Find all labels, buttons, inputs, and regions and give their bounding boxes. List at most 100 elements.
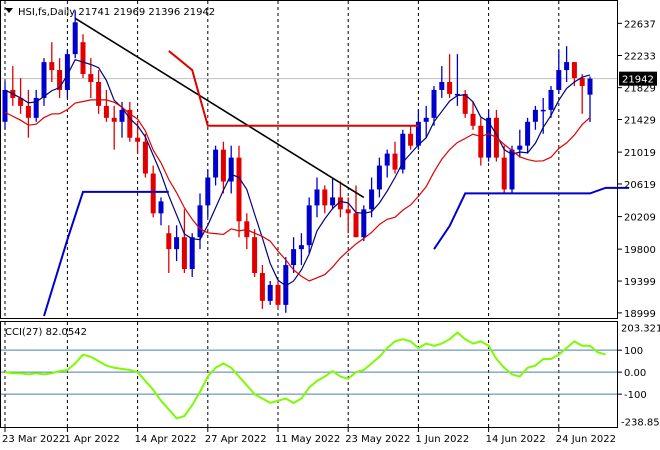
support-line-2 — [433, 186, 629, 250]
date-tick-label: 27 Apr 2022 — [205, 434, 267, 445]
cci-panel-frame — [0, 321, 618, 428]
candle-body — [2, 89, 8, 122]
candle-body — [501, 157, 507, 190]
candle-body — [166, 233, 172, 250]
price-tick-label: 19399 — [624, 277, 656, 288]
candle-body — [267, 284, 273, 301]
candle-body — [142, 141, 148, 174]
price-tick-label: 22637 — [624, 19, 656, 30]
moving-average-slow-line — [4, 99, 591, 282]
candle-body — [517, 145, 523, 150]
date-tick-label: 11 May 2022 — [275, 434, 340, 445]
candle-body — [400, 133, 406, 170]
cci-line — [4, 331, 606, 420]
candle-body — [540, 109, 546, 112]
candle-body — [392, 153, 398, 170]
candle-body — [509, 149, 515, 190]
candle-body — [532, 109, 538, 122]
cci-max-label: 203.3217 — [621, 324, 660, 335]
candle-body — [158, 201, 164, 214]
candle-body — [64, 54, 70, 90]
candle-body — [80, 42, 86, 75]
date-tick-label: 14 Jun 2022 — [486, 434, 546, 445]
candle-body — [275, 284, 281, 305]
candle-body — [431, 89, 437, 118]
candle-body — [384, 153, 390, 166]
candle-body — [252, 237, 258, 274]
candle-body — [205, 177, 211, 206]
price-tick-label: 21829 — [624, 84, 656, 95]
candle-body — [119, 109, 125, 122]
candle-body — [556, 70, 562, 90]
price-tick-label: 21019 — [624, 148, 656, 159]
candle-body — [587, 78, 593, 95]
candle-body — [353, 213, 359, 238]
candle-body — [369, 189, 375, 210]
candle-body — [197, 205, 203, 238]
candle-body — [220, 149, 226, 182]
cci-label: CCI(27) 82.0542 — [5, 327, 87, 338]
price-tick-label: 19800 — [624, 245, 656, 256]
candle-body — [361, 209, 367, 238]
date-tick-label: 24 Jun 2022 — [556, 434, 616, 445]
cci-min-label: -238.856 — [621, 417, 660, 428]
vertical-gridlines — [1, 1, 617, 427]
candle-body — [259, 273, 265, 301]
support-line — [43, 190, 169, 317]
candle-body — [478, 125, 484, 158]
candle-body — [57, 70, 63, 90]
candle-body — [111, 117, 117, 122]
price-tick-label: 20209 — [624, 213, 656, 224]
candle-body — [306, 205, 312, 246]
resistance-line — [168, 50, 419, 127]
candle-body — [174, 237, 180, 250]
candle-body — [423, 117, 429, 122]
price-axis: 22637 22233 21829 21429 21019 20619 20209 19800… — [617, 19, 657, 320]
candle-body — [330, 197, 336, 206]
candle-body — [345, 209, 351, 214]
date-tick-label: 1 Apr 2022 — [64, 434, 119, 445]
cci-indicator: 100 0.00 -100 203.3217 -238.856 — [1, 324, 660, 428]
candle-body — [135, 137, 141, 142]
cci-tick-label: 0.00 — [624, 368, 646, 379]
candle-body — [462, 93, 468, 114]
candle-body — [127, 109, 133, 138]
candle-body — [376, 165, 382, 190]
candle-body — [72, 22, 78, 55]
price-tick-label: 22233 — [624, 51, 656, 62]
last-price-label: 21942 — [622, 75, 654, 86]
price-tick-label: 21429 — [624, 115, 656, 126]
candle-body — [454, 93, 460, 96]
candle-body — [470, 113, 476, 126]
candle-body — [18, 97, 24, 106]
moving-average-fast-line — [4, 58, 591, 287]
candle-body — [291, 249, 297, 266]
candle-body — [298, 245, 304, 250]
chart-header: HSI,fs,Daily 21741 21969 21396 21942 — [18, 7, 215, 18]
candle-body — [228, 157, 234, 182]
candle-body — [439, 82, 445, 90]
candle-body — [41, 62, 47, 98]
candle-body — [314, 189, 320, 206]
candle-body — [579, 78, 585, 86]
cci-tick-label: 100 — [624, 346, 643, 357]
date-tick-label: 14 Apr 2022 — [135, 434, 197, 445]
date-tick-label: 23 Mar 2022 — [2, 434, 65, 445]
candle-body — [337, 197, 343, 210]
candle-body — [103, 105, 109, 118]
candle-body — [525, 121, 531, 146]
candle-body — [408, 133, 414, 146]
candlesticks — [2, 10, 593, 313]
date-tick-label: 23 May 2022 — [345, 434, 410, 445]
candle-body — [49, 62, 55, 71]
candle-body — [322, 189, 328, 206]
cci-tick-label: -100 — [624, 390, 647, 401]
candle-body — [571, 62, 577, 79]
candle-body — [213, 149, 219, 178]
chart-menu-triangle-icon[interactable] — [5, 8, 13, 13]
date-tick-label: 1 Jun 2022 — [415, 434, 469, 445]
candle-body — [283, 265, 289, 305]
price-panel-frame — [0, 0, 618, 319]
